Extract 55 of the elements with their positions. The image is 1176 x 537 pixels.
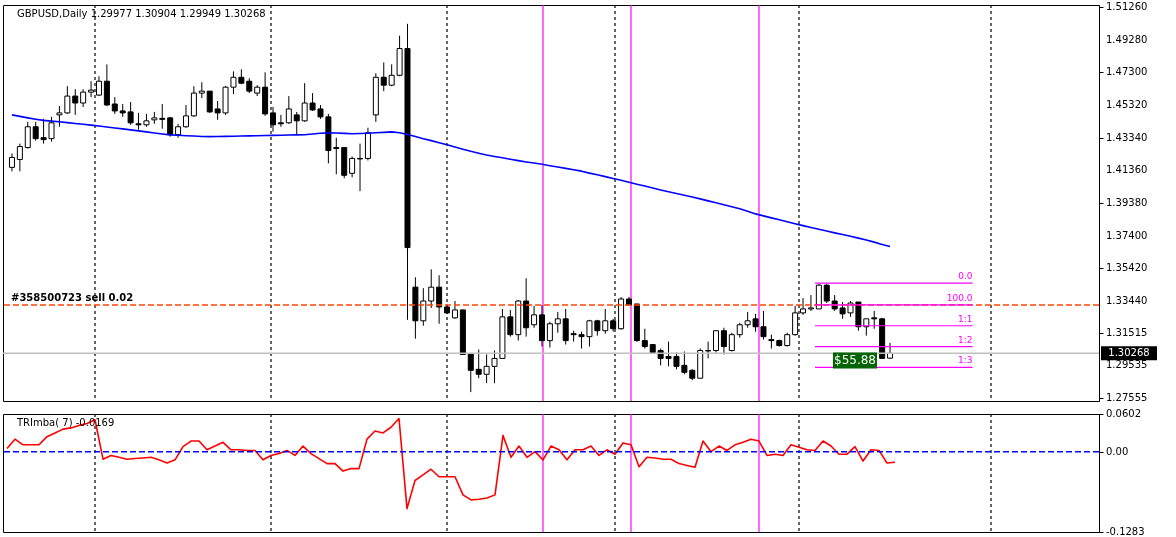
candlestick xyxy=(190,85,197,118)
candlestick xyxy=(285,95,292,125)
y-tick-label: 0.00 xyxy=(1106,445,1129,457)
candlestick xyxy=(380,61,387,92)
candlestick xyxy=(720,327,727,355)
y-tick-label: 1.43340 xyxy=(1106,131,1148,143)
candlestick xyxy=(277,114,284,128)
y-tick-label: 1.39380 xyxy=(1106,197,1148,208)
candlestick xyxy=(641,328,648,350)
ref-line-label: 1:1 xyxy=(958,313,973,324)
y-tick-label: 1.37400 xyxy=(1106,229,1148,241)
candlestick xyxy=(436,274,443,325)
y-tick-label: 1.27555 xyxy=(1106,392,1148,404)
ref-line-label: 1:3 xyxy=(958,355,973,366)
chart-title: GBPUSD,Daily 1.29977 1.30904 1.29949 1.30268 xyxy=(17,8,266,19)
y-tick-label: 1.33440 xyxy=(1106,295,1148,307)
candlestick xyxy=(72,88,79,116)
candlestick xyxy=(713,330,720,353)
ref-line-label: 1:2 xyxy=(958,334,973,345)
candlestick xyxy=(428,268,435,309)
y-tick-label: 1.29535 xyxy=(1106,359,1148,371)
y-tick-label: 1.45320 xyxy=(1106,98,1148,110)
candlestick xyxy=(293,111,300,136)
candlestick xyxy=(24,121,31,150)
line-series xyxy=(11,114,891,248)
ref-line-label: 1.30268 xyxy=(1108,347,1150,359)
candlestick xyxy=(705,341,712,359)
y-tick-label: 1.49280 xyxy=(1106,33,1148,45)
line-series xyxy=(6,417,896,510)
y-tick-label: 1.47300 xyxy=(1106,66,1148,78)
annotation: $55.88 xyxy=(834,353,876,368)
y-tick-label: 0.0602 xyxy=(1106,408,1141,419)
y-tick-label: 1.51260 xyxy=(1106,0,1148,12)
annotation: 0.0 xyxy=(958,271,973,282)
candlestick xyxy=(554,311,561,334)
y-tick-label: 1.31515 xyxy=(1106,326,1148,338)
candlestick xyxy=(182,104,189,129)
candlestick xyxy=(815,283,822,310)
candlestick xyxy=(602,308,609,335)
candlestick xyxy=(807,294,814,312)
y-tick-label: 1.35420 xyxy=(1106,262,1148,274)
candlestick xyxy=(531,305,538,329)
candlestick xyxy=(823,283,830,304)
y-tick-label: 1.41360 xyxy=(1106,164,1148,176)
ref-line-label: #358500723 sell 0.02 xyxy=(11,291,134,303)
candlestick xyxy=(103,63,110,107)
candlestick xyxy=(728,332,735,352)
candlestick xyxy=(16,143,23,172)
candlestick xyxy=(349,155,356,178)
candlestick xyxy=(357,143,364,192)
candlestick xyxy=(546,321,553,349)
candlestick xyxy=(467,352,474,393)
y-tick-label: -0.1283 xyxy=(1106,526,1145,537)
candlestick xyxy=(159,103,166,130)
annotation: 100.0 xyxy=(946,292,973,303)
